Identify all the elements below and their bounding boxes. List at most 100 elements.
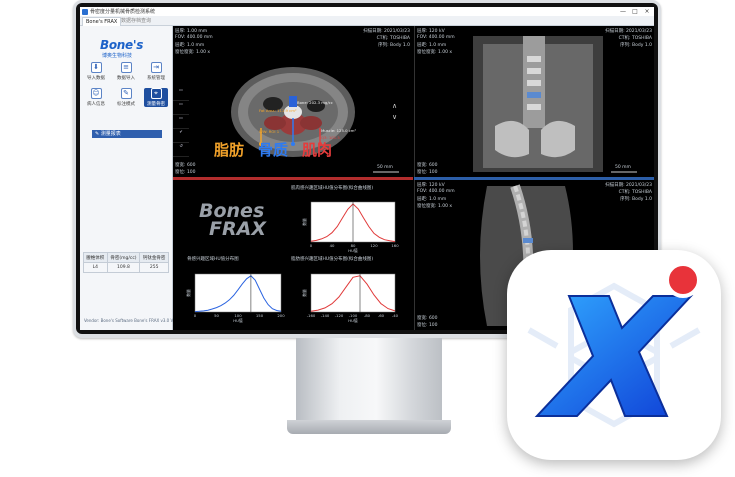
patient-icon: ☺ [90, 88, 102, 99]
overlay-series: 序列: Body 1.0 [378, 43, 410, 48]
table-header: 骨密(mg/cc) [106, 252, 141, 263]
chevron-down-icon[interactable]: ∨ [392, 113, 398, 121]
crosshair-line-red[interactable] [173, 177, 413, 180]
app-icon-graphic [527, 262, 701, 428]
chart-x-axis-label: HU值 [348, 318, 358, 323]
import-data-button[interactable]: ⬇ 导入数据 [87, 62, 105, 81]
tool-reset-icon[interactable]: ↺ [173, 143, 189, 157]
chart-tick-label: 80 [351, 243, 356, 248]
chevron-up-icon[interactable]: ∧ [392, 102, 398, 110]
overlay-thickness: 层厚: 120 kV [417, 29, 445, 34]
minimize-button[interactable]: — [620, 7, 626, 15]
table-cell: 109.8 [106, 262, 141, 273]
import-icon: ⬇ [90, 62, 102, 73]
chart-title: 肌肉感兴趣区域HU值分布图(拟合曲线图) [291, 184, 373, 191]
overlay-fov: FOV: 400.00 mm [417, 35, 455, 40]
tab-bar: Bone's FRAX 数据存档查询 [80, 16, 654, 26]
overlay-spacing: 层距: 1.0 mm [417, 197, 447, 202]
viewport-coronal[interactable]: 层厚: 120 kV FOV: 400.00 mm 层距: 1.0 mm 窗位窗… [414, 26, 654, 177]
chart-tick-label: -100 [349, 313, 358, 318]
overlay-date: 扫描日期: 2021/03/23 [605, 183, 652, 188]
tool-fat-icon[interactable]: ▭ [173, 87, 189, 101]
brand-subtitle: 博奥生物科技 [102, 53, 133, 59]
chart-x-axis-label: HU值 [233, 318, 243, 323]
chart-y-axis-label: 数量 [302, 218, 307, 226]
patient-info-button[interactable]: ☺ 病人信息 [87, 88, 105, 107]
fat-measure-label: Fat Area: 111.9 cm² [259, 108, 297, 113]
overlay-zoom: 窗位窗宽: 1.00 x [417, 204, 453, 209]
chart-series-line [310, 275, 396, 312]
chart-y-axis-label: 数量 [302, 289, 307, 297]
pen-icon: ✎ [120, 88, 132, 99]
overlay-scanner: CT机: TOSHIBA [618, 190, 652, 195]
table-cell: L4 [83, 262, 108, 273]
sidebar-footer: Vendor: Bone's Software Bone's FRAX v3.0… [84, 318, 193, 323]
system-manage-button[interactable]: ⇥ 系统管理 [147, 62, 165, 81]
overlay-zoom: 窗位窗宽: 1.00 x [175, 50, 211, 55]
overlay-date: 扫描日期: 2021/03/23 [605, 29, 652, 34]
overlay-scanner: CT机: TOSHIBA [618, 36, 652, 41]
table-header: 腰椎体积 [83, 252, 108, 263]
bone-measure-label: Bone: 202.3 mg/cc [297, 100, 333, 105]
overlay-zoom: 窗位窗宽: 1.00 x [417, 50, 453, 55]
window-title: 骨密度分量机械骨质检测系统 [90, 9, 156, 15]
maximize-button[interactable]: □ [632, 7, 638, 15]
overlay-spacing: 层距: 1.0 mm [417, 43, 447, 48]
coronal-ct-image [473, 36, 637, 173]
overlay-window-level: 窗位: 100 [417, 170, 438, 175]
muscle-measure-label: Muscle: 125.0 cm² [321, 128, 357, 133]
tool-muscle-icon[interactable]: ▭ [173, 115, 189, 129]
database-icon: ≡ [120, 62, 132, 73]
chart-tick-label: -60 [378, 313, 385, 318]
fat-label: 脂肪 [214, 141, 245, 159]
close-button[interactable]: × [644, 7, 650, 15]
scale-bar-label: 50 mm [377, 165, 393, 170]
chart-tick-label: -140 [321, 313, 330, 318]
overlay-window-level: 窗位: 100 [175, 170, 196, 175]
measure-icon: ⌖ [150, 88, 162, 99]
chart-tick-label: 0 [194, 313, 197, 318]
task-item-report[interactable]: ✎ 测量报表 [92, 130, 162, 138]
bone-label: 骨质 [258, 141, 289, 159]
chart-tick-label: 0 [310, 243, 313, 248]
sidebar: Bone's 博奥生物科技 ⬇ 导入数据 ≡ 数据导入 ⇥ 系统管理 ☺ 病人信息 ✎ 标… [80, 26, 193, 330]
chart-plot-area [310, 273, 396, 313]
chart-y-axis-label: 数量 [186, 289, 191, 297]
overlay-window-width: 窗宽: 600 [417, 316, 438, 321]
overlay-thickness: 层厚: 1.00 mm [175, 29, 208, 34]
overlay-window-width: 窗宽: 600 [175, 163, 196, 168]
app-logo-icon [82, 8, 88, 15]
tool-check-icon[interactable]: ✔ [173, 129, 189, 143]
export-icon: ⇥ [150, 62, 162, 73]
title-bar: 骨密度分量机械骨质检测系统 — □ × [80, 7, 654, 16]
histogram-charts: 肌肉感兴趣区域HU值分布图(拟合曲线图)0 40 80 120 160HU值数量骨感兴趣… [186, 184, 399, 323]
monitor-stand [296, 338, 442, 424]
tab-frax[interactable]: Bone's FRAX [82, 17, 122, 26]
table-cell: 255 [139, 262, 169, 273]
chart-tick-label: 200 [277, 313, 285, 318]
chart-plot-area [194, 273, 282, 313]
chart-tick-label: -120 [335, 313, 344, 318]
chart-series-line [194, 275, 282, 313]
tab-archive[interactable]: 数据存档查询 [121, 18, 152, 24]
pen-icon: ✎ [95, 131, 101, 137]
overlay-window-width: 窗宽: 600 [417, 163, 438, 168]
viewport-axial[interactable]: 层厚: 1.00 mm FOV: 400.00 mm 层距: 1.0 mm 窗位… [173, 26, 413, 177]
table-row[interactable]: L4 109.8 255 [83, 262, 169, 273]
bones-frax-logo: Bones FRAX [199, 200, 266, 240]
crosshair-line-blue[interactable] [414, 177, 654, 180]
measure-bmd-button[interactable]: ⌖ 测量骨密 [144, 88, 168, 107]
overlay-fov: FOV: 400.00 mm [175, 35, 213, 40]
database-button[interactable]: ≡ 数据导入 [117, 62, 135, 81]
app-icon[interactable] [507, 250, 721, 460]
annotate-mode-button[interactable]: ✎ 标注模式 [117, 88, 135, 107]
chart-tick-label: -80 [364, 313, 371, 318]
muscle-label: 肌肉 [302, 141, 333, 159]
monitor-stand-base [287, 420, 451, 434]
brand-logo: Bone's [100, 38, 144, 52]
tool-bone-icon[interactable]: ▭ [173, 101, 189, 115]
overlay-scanner: CT机: TOSHIBA [376, 36, 410, 41]
chart-x-axis-label: HU值 [348, 248, 358, 253]
overlay-thickness: 层厚: 120 kV [417, 183, 445, 188]
chart-tick-label: 40 [330, 243, 335, 248]
